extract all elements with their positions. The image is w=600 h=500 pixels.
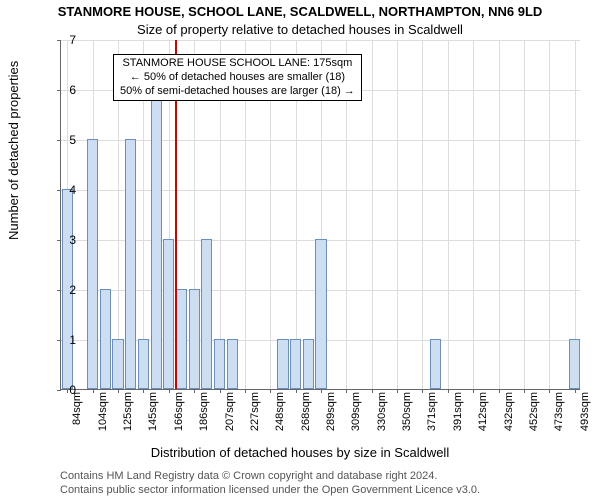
xtick-mark — [448, 389, 449, 393]
gridline-v — [499, 40, 500, 389]
histogram-bar — [569, 339, 580, 389]
xtick-label: 104sqm — [97, 392, 109, 431]
xtick-mark — [143, 389, 144, 393]
xtick-mark — [93, 389, 94, 393]
histogram-bar — [277, 339, 288, 389]
gridline-v — [372, 40, 373, 389]
chart-plot-area: 84sqm104sqm125sqm145sqm166sqm186sqm207sq… — [60, 40, 580, 390]
histogram-bar — [138, 339, 149, 389]
chart-annotation-box: STANMORE HOUSE SCHOOL LANE: 175sqm ← 50%… — [113, 54, 362, 101]
xtick-label: 350sqm — [401, 392, 413, 431]
histogram-bar — [176, 289, 187, 389]
credit-line-1: Contains HM Land Registry data © Crown c… — [60, 470, 437, 482]
xtick-label: 207sqm — [224, 392, 236, 431]
histogram-bar — [163, 239, 174, 389]
histogram-bar — [100, 289, 111, 389]
xtick-mark — [220, 389, 221, 393]
ytick-label: 3 — [46, 233, 76, 247]
xtick-label: 186sqm — [198, 392, 210, 431]
xtick-mark — [270, 389, 271, 393]
ytick-label: 6 — [46, 83, 76, 97]
histogram-bar — [189, 289, 200, 389]
annotation-line-larger: 50% of semi-detached houses are larger (… — [120, 85, 355, 99]
histogram-bar — [151, 89, 162, 389]
ytick-label: 0 — [46, 383, 76, 397]
xtick-label: 412sqm — [477, 392, 489, 431]
xtick-label: 330sqm — [376, 392, 388, 431]
gridline-v — [473, 40, 474, 389]
histogram-bar — [315, 239, 326, 389]
histogram-bar — [201, 239, 212, 389]
gridline-v — [575, 40, 576, 389]
annotation-line-size: STANMORE HOUSE SCHOOL LANE: 175sqm — [120, 57, 355, 71]
chart-title-sub: Size of property relative to detached ho… — [0, 22, 600, 37]
gridline-v — [397, 40, 398, 389]
ytick-label: 5 — [46, 133, 76, 147]
xtick-label: 166sqm — [173, 392, 185, 431]
xtick-label: 125sqm — [122, 392, 134, 431]
histogram-bar — [214, 339, 225, 389]
histogram-bar — [87, 139, 98, 389]
xtick-label: 248sqm — [274, 392, 286, 431]
xtick-mark — [524, 389, 525, 393]
histogram-bar — [125, 139, 136, 389]
gridline-v — [524, 40, 525, 389]
xtick-mark — [397, 389, 398, 393]
credit-line-2: Contains public sector information licen… — [60, 484, 480, 496]
xtick-mark — [245, 389, 246, 393]
xtick-label: 432sqm — [503, 392, 515, 431]
xtick-label: 268sqm — [300, 392, 312, 431]
ytick-label: 2 — [46, 283, 76, 297]
xtick-label: 473sqm — [553, 392, 565, 431]
xtick-mark — [372, 389, 373, 393]
y-axis-label: Number of detached properties — [6, 61, 21, 240]
xtick-label: 452sqm — [528, 392, 540, 431]
ytick-label: 7 — [46, 33, 76, 47]
histogram-bar — [303, 339, 314, 389]
xtick-mark — [422, 389, 423, 393]
xtick-mark — [575, 389, 576, 393]
histogram-bar — [430, 339, 441, 389]
xtick-label: 371sqm — [426, 392, 438, 431]
histogram-bar — [112, 339, 123, 389]
xtick-label: 309sqm — [350, 392, 362, 431]
ytick-label: 1 — [46, 333, 76, 347]
annotation-line-smaller: ← 50% of detached houses are smaller (18… — [120, 71, 355, 85]
xtick-label: 289sqm — [325, 392, 337, 431]
xtick-mark — [321, 389, 322, 393]
xtick-mark — [549, 389, 550, 393]
gridline-v — [448, 40, 449, 389]
chart-title-address: STANMORE HOUSE, SCHOOL LANE, SCALDWELL, … — [0, 4, 600, 19]
xtick-label: 227sqm — [249, 392, 261, 431]
xtick-label: 391sqm — [452, 392, 464, 431]
histogram-bar — [290, 339, 301, 389]
xtick-mark — [194, 389, 195, 393]
histogram-bar — [227, 339, 238, 389]
ytick-label: 4 — [46, 183, 76, 197]
xtick-mark — [473, 389, 474, 393]
xtick-mark — [169, 389, 170, 393]
gridline-v — [422, 40, 423, 389]
xtick-mark — [346, 389, 347, 393]
xtick-label: 493sqm — [579, 392, 591, 431]
x-axis-label: Distribution of detached houses by size … — [0, 445, 600, 460]
xtick-mark — [118, 389, 119, 393]
xtick-mark — [499, 389, 500, 393]
gridline-v — [549, 40, 550, 389]
xtick-label: 145sqm — [147, 392, 159, 431]
xtick-mark — [296, 389, 297, 393]
